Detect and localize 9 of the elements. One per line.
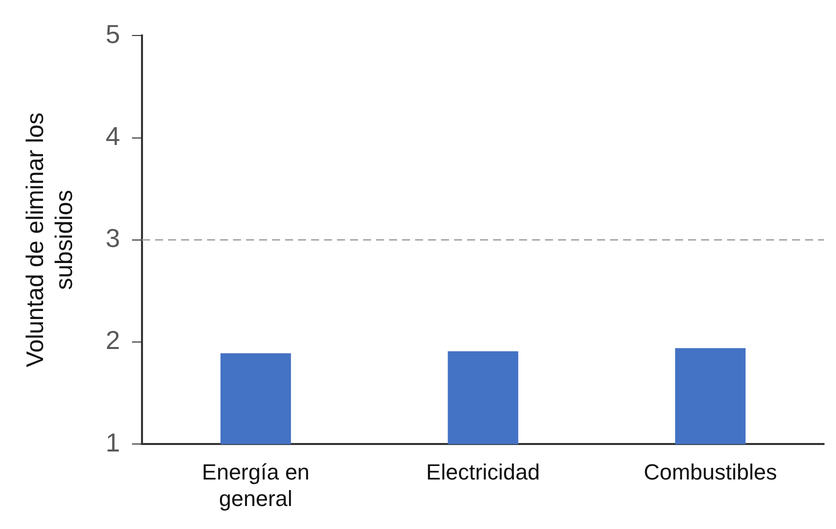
y-axis-title: Voluntad de eliminar los subsidios [22,112,78,368]
x-tick-label: Combustibles [644,459,777,484]
y-tick-label: 5 [106,18,120,49]
y-tick-label: 4 [106,120,120,151]
x-tick-label: Electricidad [426,459,540,484]
y-tick-label: 2 [106,325,120,356]
y-tick-label: 3 [106,223,120,254]
y-tick-label: 1 [106,427,120,458]
x-tick-label: Energía en general [202,459,310,511]
